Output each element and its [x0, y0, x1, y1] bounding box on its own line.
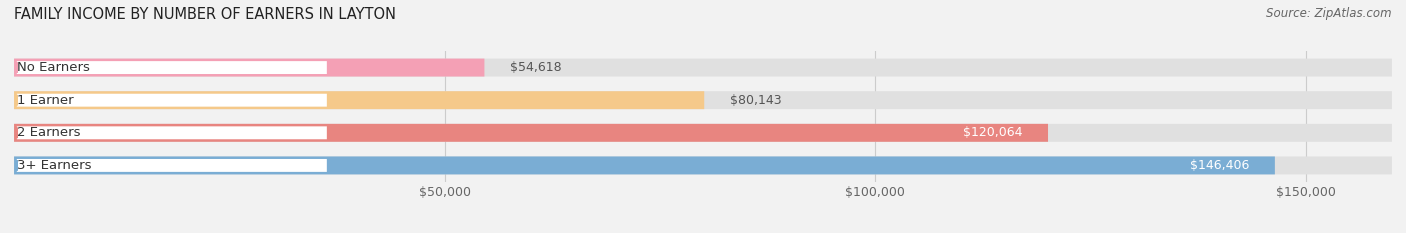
- FancyBboxPatch shape: [14, 124, 1392, 142]
- Bar: [14, 59, 1392, 76]
- Bar: [14, 91, 1392, 109]
- Text: 3+ Earners: 3+ Earners: [17, 159, 91, 172]
- Text: $146,406: $146,406: [1189, 159, 1249, 172]
- Bar: [14, 124, 1392, 142]
- FancyBboxPatch shape: [17, 126, 326, 139]
- FancyBboxPatch shape: [14, 91, 704, 109]
- FancyBboxPatch shape: [17, 61, 326, 74]
- Text: 1 Earner: 1 Earner: [17, 94, 73, 107]
- FancyBboxPatch shape: [17, 159, 326, 172]
- FancyBboxPatch shape: [14, 58, 485, 76]
- Text: No Earners: No Earners: [17, 61, 90, 74]
- Text: Source: ZipAtlas.com: Source: ZipAtlas.com: [1267, 7, 1392, 20]
- Text: $54,618: $54,618: [510, 61, 562, 74]
- Text: FAMILY INCOME BY NUMBER OF EARNERS IN LAYTON: FAMILY INCOME BY NUMBER OF EARNERS IN LA…: [14, 7, 396, 22]
- FancyBboxPatch shape: [14, 124, 1047, 142]
- FancyBboxPatch shape: [14, 157, 1275, 174]
- Text: 2 Earners: 2 Earners: [17, 126, 80, 139]
- FancyBboxPatch shape: [14, 58, 1392, 76]
- Text: $120,064: $120,064: [963, 126, 1022, 139]
- Bar: [14, 157, 1392, 174]
- FancyBboxPatch shape: [14, 157, 1392, 174]
- FancyBboxPatch shape: [14, 91, 1392, 109]
- FancyBboxPatch shape: [17, 94, 326, 107]
- Text: $80,143: $80,143: [730, 94, 782, 107]
